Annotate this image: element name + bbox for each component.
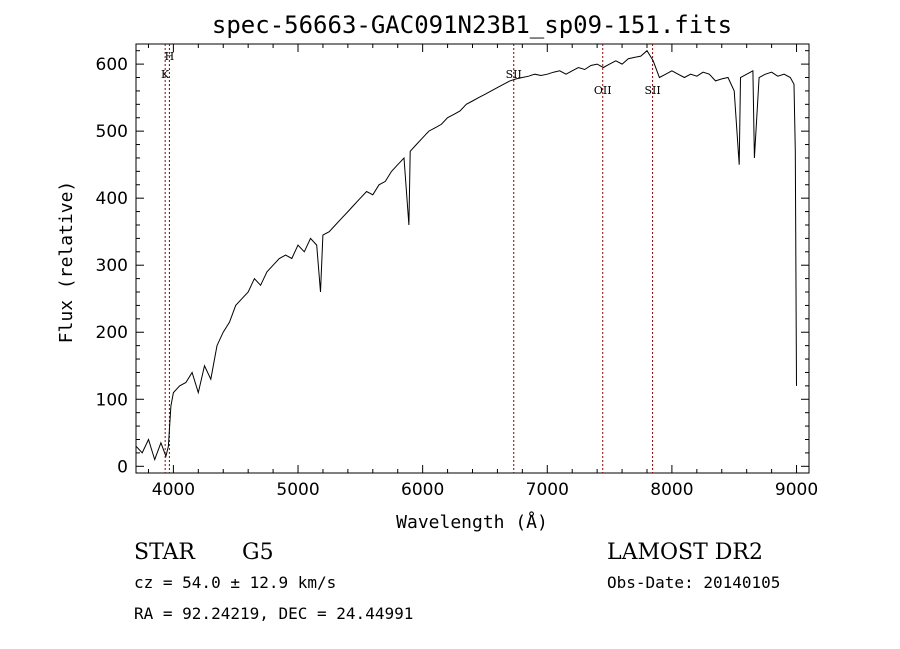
x-tick-label: 9000	[775, 480, 818, 500]
y-axis-ticks: 0 100 200 300 400 500 600	[96, 50, 809, 477]
x-axis-label: Wavelength (Å)	[396, 511, 548, 533]
data-release: LAMOST DR2	[607, 540, 763, 565]
coordinates: RA = 92.24219, DEC = 24.44991	[134, 604, 413, 623]
y-tick-label: 600	[96, 55, 128, 75]
y-tick-label: 400	[96, 189, 128, 209]
chart-title: spec-56663-GAC091N23B1_sp09-151.fits	[212, 11, 732, 39]
y-tick-label: 0	[117, 457, 128, 477]
line-marker-label: SII	[506, 68, 522, 81]
x-tick-label: 4000	[152, 480, 195, 500]
line-marker-label: OII	[594, 84, 612, 97]
y-axis-label: Flux (relative)	[56, 181, 77, 344]
observation-date: Obs-Date: 20140105	[607, 573, 780, 592]
y-tick-label: 300	[96, 256, 128, 276]
y-tick-label: 100	[96, 390, 128, 410]
redshift-velocity: cz = 54.0 ± 12.9 km/s	[134, 573, 336, 592]
spectral-line-markers	[164, 44, 654, 473]
line-marker-label: H	[165, 50, 175, 63]
plot-frame	[135, 43, 810, 474]
x-tick-label: 6000	[401, 480, 444, 500]
spectrum-line	[135, 49, 797, 462]
x-tick-label: 7000	[526, 480, 569, 500]
x-tick-label: 8000	[650, 480, 693, 500]
x-tick-label: 5000	[276, 480, 319, 500]
object-class: STAR	[134, 540, 196, 565]
plot-area: HK SII OII SII 4000 5000 6000 7000 8000 9000 0 10…	[96, 43, 818, 500]
x-axis-ticks: 4000 5000 6000 7000 8000 9000	[147, 44, 818, 500]
object-subclass: G5	[242, 540, 274, 565]
line-marker-label: SII	[644, 84, 660, 97]
spectral-line-labels: HK SII OII SII	[161, 50, 661, 97]
y-tick-label: 200	[96, 323, 128, 343]
y-tick-label: 500	[96, 122, 128, 142]
line-marker-label: K	[161, 68, 170, 81]
